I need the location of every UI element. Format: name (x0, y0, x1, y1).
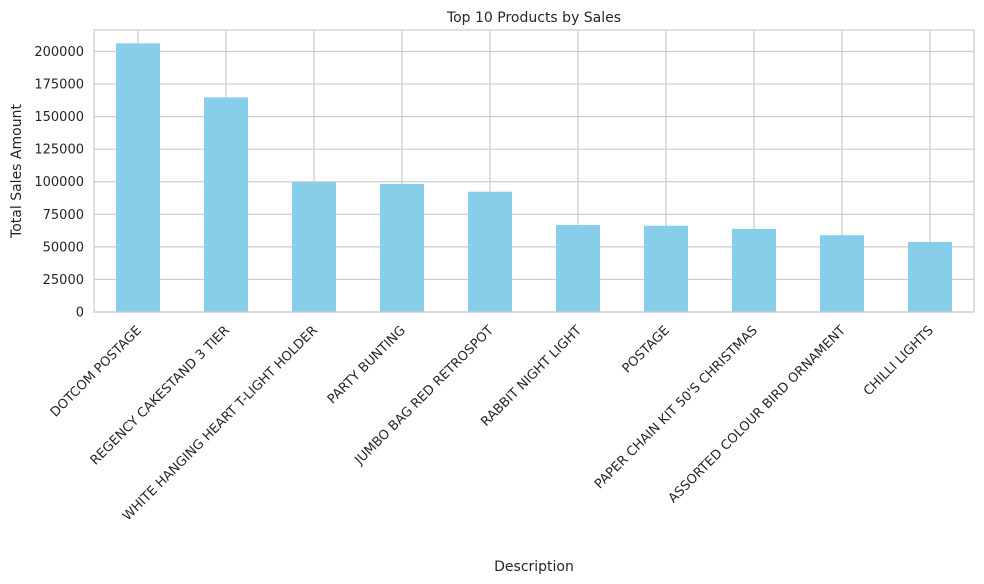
x-tick-label: RABBIT NIGHT LIGHT (478, 323, 584, 429)
x-tick-label: PARTY BUNTING (325, 323, 409, 407)
chart-title: Top 10 Products by Sales (446, 10, 621, 26)
y-tick-label: 25000 (43, 273, 84, 288)
bars-layer (116, 43, 952, 313)
x-tick-label: PAPER CHAIN KIT 50'S CHRISTMAS (592, 323, 761, 492)
x-tick-label: JUMBO BAG RED RETROSPOT (352, 323, 497, 468)
y-tick-label: 0 (76, 306, 84, 321)
bar (556, 225, 600, 312)
x-tick-label: ASSORTED COLOUR BIRD ORNAMENT (666, 323, 849, 506)
y-tick-label: 200000 (34, 45, 84, 60)
bar (468, 191, 512, 312)
x-tick-label: POSTAGE (620, 323, 673, 376)
plot-frame (93, 29, 975, 313)
y-tick-label: 100000 (34, 175, 84, 190)
y-tick-label: 150000 (34, 110, 84, 125)
y-tick-label: 50000 (43, 240, 84, 255)
bar (908, 241, 952, 312)
y-tick-label: 175000 (34, 78, 84, 93)
bar (732, 228, 776, 312)
bar (204, 97, 248, 312)
x-tick-label: WHITE HANGING HEART T-LIGHT HOLDER (120, 323, 321, 524)
bar (292, 182, 336, 312)
bar (116, 43, 160, 313)
bar (380, 183, 424, 312)
y-tick-label: 125000 (34, 143, 84, 158)
x-tick-label: REGENCY CAKESTAND 3 TIER (88, 323, 233, 468)
x-tick-label: DOTCOM POSTAGE (48, 323, 145, 420)
y-tick-label: 75000 (43, 208, 84, 223)
x-tick-label: CHILLI LIGHTS (861, 323, 937, 399)
y-axis-label: Total Sales Amount (9, 104, 25, 239)
x-axis-label: Description (494, 559, 574, 575)
y-tick-labels: 0 25000 50000 75000 100000 125000 150000 175000… (34, 45, 84, 321)
bar (644, 225, 688, 312)
bar (820, 235, 864, 312)
